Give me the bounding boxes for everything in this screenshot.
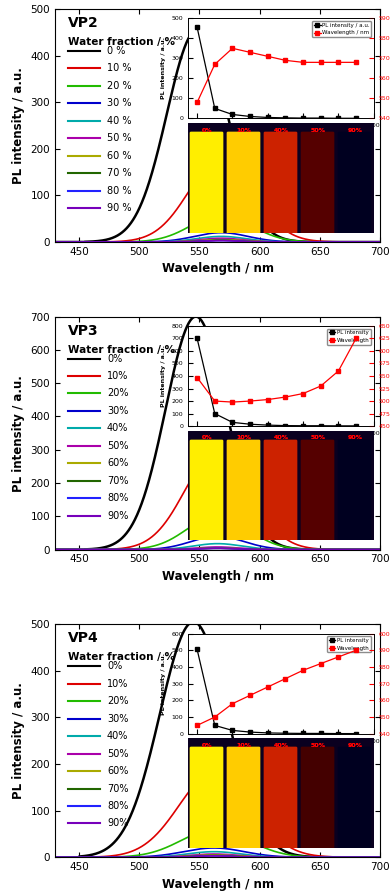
Text: VP2: VP2 (68, 16, 99, 30)
Text: 30%: 30% (107, 406, 128, 416)
Text: 70%: 70% (107, 783, 129, 794)
Text: 10 %: 10 % (107, 63, 131, 73)
Text: 30%: 30% (107, 714, 128, 723)
Text: 40 %: 40 % (107, 116, 131, 126)
Text: Water fraction / %: Water fraction / % (68, 345, 175, 355)
Text: 90 %: 90 % (107, 204, 131, 213)
Text: 70 %: 70 % (107, 168, 132, 179)
Text: 0%: 0% (107, 661, 122, 672)
Text: Water fraction / %: Water fraction / % (68, 652, 175, 663)
Y-axis label: PL intensity / a.u.: PL intensity / a.u. (12, 682, 25, 799)
Text: 20%: 20% (107, 388, 129, 398)
Text: 60%: 60% (107, 766, 128, 776)
Text: 50%: 50% (107, 748, 129, 758)
Y-axis label: PL intensity / a.u.: PL intensity / a.u. (12, 67, 25, 184)
Text: 40%: 40% (107, 423, 128, 433)
Text: 80%: 80% (107, 493, 128, 504)
Text: 70%: 70% (107, 476, 129, 486)
Text: Water fraction / %: Water fraction / % (68, 37, 175, 47)
Text: VP3: VP3 (68, 323, 98, 338)
Text: VP4: VP4 (68, 631, 99, 646)
Text: 50%: 50% (107, 441, 129, 451)
Text: 20%: 20% (107, 697, 129, 706)
Text: 80%: 80% (107, 801, 128, 811)
Text: 90%: 90% (107, 511, 128, 521)
Text: 60%: 60% (107, 458, 128, 469)
X-axis label: Wavelength / nm: Wavelength / nm (162, 263, 274, 275)
Text: 60 %: 60 % (107, 151, 131, 161)
Text: 30 %: 30 % (107, 98, 131, 108)
X-axis label: Wavelength / nm: Wavelength / nm (162, 878, 274, 890)
Text: 10%: 10% (107, 371, 128, 381)
Text: 50 %: 50 % (107, 133, 132, 143)
Y-axis label: PL intensity / a.u.: PL intensity / a.u. (12, 375, 25, 491)
X-axis label: Wavelength / nm: Wavelength / nm (162, 570, 274, 583)
Text: 80 %: 80 % (107, 186, 131, 196)
Text: 90%: 90% (107, 819, 128, 829)
Text: 0%: 0% (107, 354, 122, 363)
Text: 10%: 10% (107, 679, 128, 689)
Text: 20 %: 20 % (107, 81, 132, 91)
Text: 0 %: 0 % (107, 46, 125, 56)
Text: 40%: 40% (107, 731, 128, 741)
